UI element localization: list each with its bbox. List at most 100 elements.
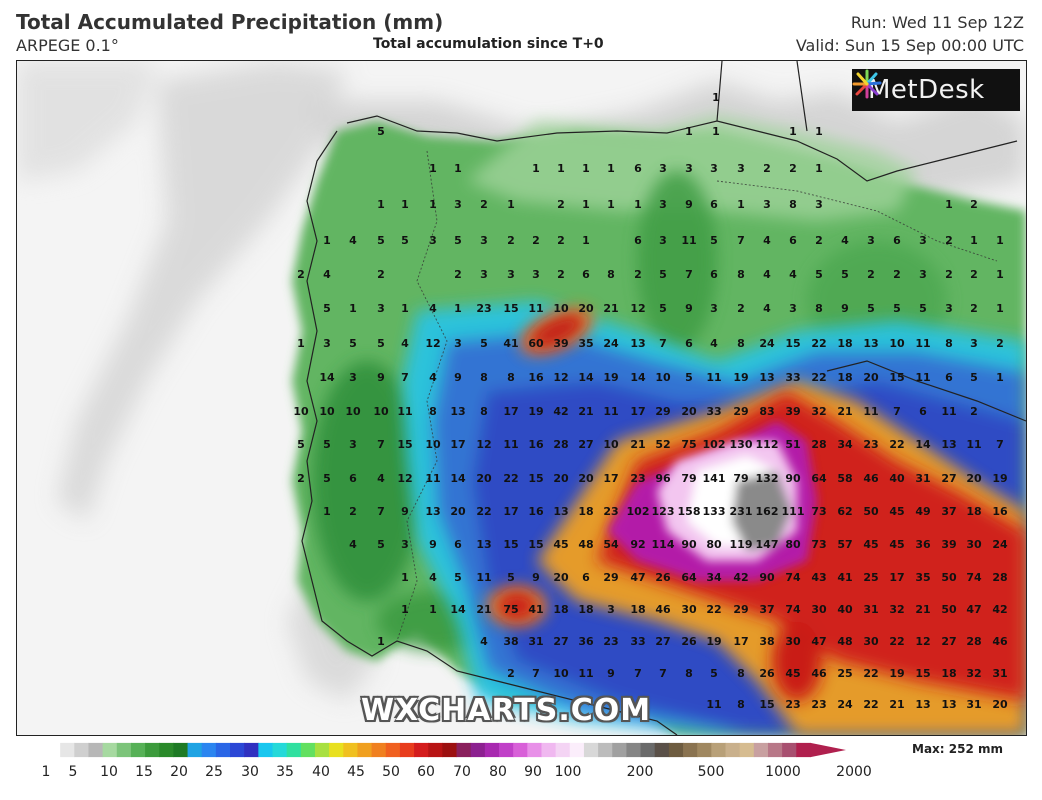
scale-swatch [470,742,486,758]
precip-value-label: 48 [578,538,593,551]
precip-value-label: 20 [681,405,697,418]
precip-value-label: 21 [889,698,904,711]
precip-value-label: 7 [996,438,1004,451]
precip-value-label: 8 [737,337,745,350]
precip-value-label: 80 [785,538,801,551]
precip-value-label: 79 [681,472,696,485]
precip-value-label: 74 [785,571,801,584]
precip-value-label: 3 [429,234,437,247]
precip-value-label: 4 [401,337,409,350]
precip-value-label: 17 [889,571,904,584]
scale-tick-label: 200 [626,764,654,780]
precip-value-label: 2 [815,234,823,247]
precip-value-label: 10 [373,405,389,418]
precip-value-label: 3 [945,302,953,315]
precip-value-label: 6 [582,268,590,281]
precip-value-label: 4 [763,268,771,281]
precip-value-label: 11 [941,405,956,418]
scale-swatch [683,742,698,758]
precip-value-label: 3 [507,268,515,281]
precip-value-label: 22 [863,667,878,680]
precip-value-label: 3 [323,337,331,350]
precip-value-label: 22 [811,337,826,350]
scale-swatch [88,742,104,758]
precip-value-label: 12 [476,438,491,451]
precip-value-label: 32 [811,405,826,418]
precip-value-label: 29 [603,571,618,584]
precip-value-label: 35 [578,337,593,350]
precip-value-label: 7 [377,438,385,451]
precip-value-label: 20 [578,472,594,485]
precip-value-label: 12 [425,337,440,350]
precip-value-label: 58 [837,472,852,485]
scale-swatch [201,742,217,758]
precip-value-label: 18 [941,667,956,680]
precip-value-label: 73 [811,538,826,551]
precip-value-label: 28 [811,438,826,451]
precip-value-label: 3 [763,198,771,211]
scale-tick-label: 45 [347,764,365,780]
precip-value-label: 18 [837,337,852,350]
scale-swatch [782,742,797,758]
precip-value-label: 15 [759,698,774,711]
precip-value-label: 130 [730,438,753,451]
precip-value-label: 22 [476,505,491,518]
precip-value-label: 49 [915,505,930,518]
precip-value-label: 52 [655,438,670,451]
scale-tick-label: 100 [554,764,582,780]
scale-swatch [555,742,571,758]
precip-value-label: 14 [450,603,466,616]
precip-value-label: 22 [889,438,904,451]
precip-value-label: 141 [703,472,726,485]
coastline [301,61,1026,735]
precip-value-label: 8 [685,667,693,680]
scale-swatch [626,742,642,758]
precip-value-label: 16 [528,505,544,518]
precip-value-label: 31 [915,472,930,485]
scale-swatch [598,742,613,758]
precip-value-label: 1 [789,125,797,138]
precip-value-label: 6 [945,371,953,384]
precip-value-label: 1 [945,198,953,211]
precip-value-label: 8 [607,268,615,281]
precip-value-label: 79 [733,472,748,485]
precip-value-label: 7 [659,337,667,350]
precip-value-label: 20 [450,505,466,518]
precip-value-label: 9 [377,371,385,384]
scale-swatch [654,742,670,758]
precip-value-label: 39 [553,337,568,350]
metdesk-logo: MetDesk [852,69,1020,111]
precip-value-label: 75 [681,438,696,451]
scale-swatch [428,742,443,758]
precip-value-label: 3 [659,162,667,175]
scale-swatch [272,742,288,758]
precip-value-label: 7 [685,268,693,281]
precip-value-label: 6 [349,472,357,485]
scale-swatch [329,742,344,758]
precip-value-label: 74 [785,603,801,616]
scale-swatch [74,742,90,758]
precip-value-label: 1 [712,125,720,138]
precip-value-label: 34 [706,571,722,584]
precip-value-label: 30 [966,538,982,551]
scale-swatch [300,742,316,758]
scale-tick-label: 10 [100,764,118,780]
precip-value-label: 4 [429,371,437,384]
precip-value-label: 26 [759,667,775,680]
precip-value-label: 1 [737,198,745,211]
precip-value-label: 2 [634,268,642,281]
precip-value-label: 1 [429,198,437,211]
precip-value-label: 96 [655,472,671,485]
precip-value-label: 5 [377,538,385,551]
precip-value-label: 2 [970,198,978,211]
metdesk-starburst-icon [852,69,882,99]
precip-value-label: 2 [763,162,771,175]
model-name: ARPEGE 0.1° [16,36,119,55]
precip-value-label: 2 [557,198,565,211]
precip-value-label: 15 [528,472,543,485]
precip-value-label: 13 [759,371,774,384]
precip-value-label: 3 [454,198,462,211]
precip-value-label: 1 [349,302,357,315]
precip-value-label: 1 [323,234,331,247]
precip-value-label: 26 [681,635,697,648]
